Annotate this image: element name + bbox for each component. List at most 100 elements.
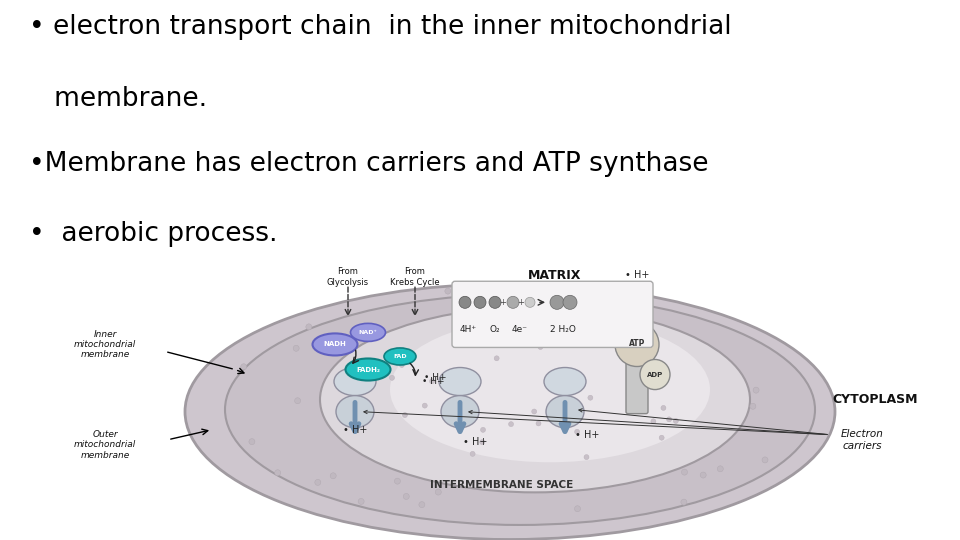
- Circle shape: [681, 499, 687, 505]
- Circle shape: [666, 417, 672, 422]
- Circle shape: [422, 403, 427, 408]
- Circle shape: [241, 364, 247, 370]
- Circle shape: [750, 403, 756, 409]
- Circle shape: [429, 379, 435, 384]
- Circle shape: [402, 413, 407, 417]
- Text: •  aerobic process.: • aerobic process.: [29, 221, 277, 247]
- Circle shape: [575, 429, 580, 434]
- Circle shape: [315, 480, 321, 485]
- Circle shape: [563, 295, 577, 309]
- Ellipse shape: [441, 396, 479, 428]
- Circle shape: [578, 295, 584, 301]
- Circle shape: [574, 506, 581, 512]
- Circle shape: [494, 356, 499, 361]
- Circle shape: [275, 470, 280, 476]
- Ellipse shape: [350, 323, 386, 341]
- Circle shape: [330, 473, 336, 479]
- Text: membrane.: membrane.: [29, 86, 207, 112]
- Circle shape: [571, 372, 576, 376]
- Circle shape: [395, 478, 400, 484]
- Ellipse shape: [346, 359, 391, 381]
- Text: •Membrane has electron carriers and ATP synthase: •Membrane has electron carriers and ATP …: [29, 151, 708, 177]
- Circle shape: [454, 389, 459, 394]
- Circle shape: [651, 419, 656, 424]
- Circle shape: [306, 324, 312, 330]
- Circle shape: [762, 457, 768, 463]
- Text: Electron
carriers: Electron carriers: [841, 429, 883, 450]
- Ellipse shape: [334, 368, 376, 396]
- Text: +: +: [517, 298, 524, 307]
- Ellipse shape: [544, 368, 586, 396]
- Ellipse shape: [439, 368, 481, 396]
- Text: NAD⁺: NAD⁺: [359, 330, 377, 335]
- Circle shape: [249, 438, 255, 444]
- Circle shape: [399, 362, 404, 367]
- Circle shape: [481, 427, 486, 433]
- Text: INTERMEMBRANE SPACE: INTERMEMBRANE SPACE: [430, 480, 574, 490]
- Circle shape: [599, 307, 605, 313]
- Ellipse shape: [384, 348, 416, 365]
- Circle shape: [640, 360, 670, 389]
- Circle shape: [507, 296, 519, 308]
- Text: 4e⁻: 4e⁻: [512, 325, 528, 334]
- Circle shape: [358, 498, 364, 504]
- Circle shape: [717, 466, 723, 472]
- Circle shape: [459, 296, 471, 308]
- Text: • H+: • H+: [343, 424, 367, 435]
- Ellipse shape: [546, 396, 584, 428]
- Text: 2 H₂O: 2 H₂O: [550, 325, 576, 334]
- Text: • H+: • H+: [422, 377, 444, 386]
- Circle shape: [660, 406, 666, 410]
- Text: Outer
mitochondrial
membrane: Outer mitochondrial membrane: [74, 430, 136, 460]
- Circle shape: [419, 502, 425, 508]
- Circle shape: [390, 375, 395, 380]
- Text: From
Krebs Cycle: From Krebs Cycle: [390, 267, 440, 287]
- Circle shape: [615, 322, 659, 367]
- Circle shape: [435, 489, 442, 495]
- Circle shape: [480, 440, 485, 444]
- FancyBboxPatch shape: [626, 354, 648, 414]
- Circle shape: [295, 398, 300, 404]
- Text: ATP: ATP: [629, 339, 645, 348]
- Ellipse shape: [390, 317, 710, 462]
- Circle shape: [538, 345, 543, 349]
- Text: Inner
mitochondrial
membrane: Inner mitochondrial membrane: [74, 329, 136, 359]
- FancyBboxPatch shape: [452, 281, 653, 347]
- Circle shape: [489, 296, 501, 308]
- Text: FADH₂: FADH₂: [356, 367, 380, 373]
- Text: NADH: NADH: [324, 341, 347, 347]
- Text: • H+: • H+: [575, 430, 599, 440]
- Circle shape: [550, 295, 564, 309]
- Ellipse shape: [185, 284, 835, 539]
- Text: +: +: [499, 298, 507, 307]
- Circle shape: [525, 298, 535, 307]
- Text: • H+: • H+: [625, 270, 649, 280]
- Circle shape: [474, 296, 486, 308]
- Circle shape: [700, 472, 707, 478]
- Ellipse shape: [320, 307, 750, 492]
- Circle shape: [456, 340, 462, 346]
- Text: CYTOPLASM: CYTOPLASM: [832, 393, 918, 406]
- Circle shape: [584, 455, 589, 460]
- Circle shape: [470, 451, 475, 456]
- Circle shape: [444, 288, 451, 294]
- Text: • H+: • H+: [463, 437, 487, 447]
- Text: 4H⁺: 4H⁺: [460, 325, 476, 334]
- Circle shape: [588, 395, 593, 400]
- Circle shape: [660, 435, 664, 440]
- Circle shape: [532, 409, 537, 414]
- Circle shape: [403, 494, 409, 500]
- Ellipse shape: [225, 294, 815, 525]
- Text: From
Glycolysis: From Glycolysis: [327, 267, 369, 287]
- Text: ADP: ADP: [647, 372, 663, 377]
- Text: • H+: • H+: [423, 373, 446, 382]
- Text: FAD: FAD: [394, 354, 407, 359]
- Ellipse shape: [336, 396, 374, 428]
- Ellipse shape: [313, 333, 357, 355]
- Circle shape: [536, 421, 541, 426]
- Text: • electron transport chain  in the inner mitochondrial: • electron transport chain in the inner …: [29, 14, 732, 39]
- Circle shape: [753, 387, 759, 393]
- Text: O₂: O₂: [490, 325, 500, 334]
- Circle shape: [673, 418, 679, 423]
- Text: MATRIX: MATRIX: [528, 269, 582, 282]
